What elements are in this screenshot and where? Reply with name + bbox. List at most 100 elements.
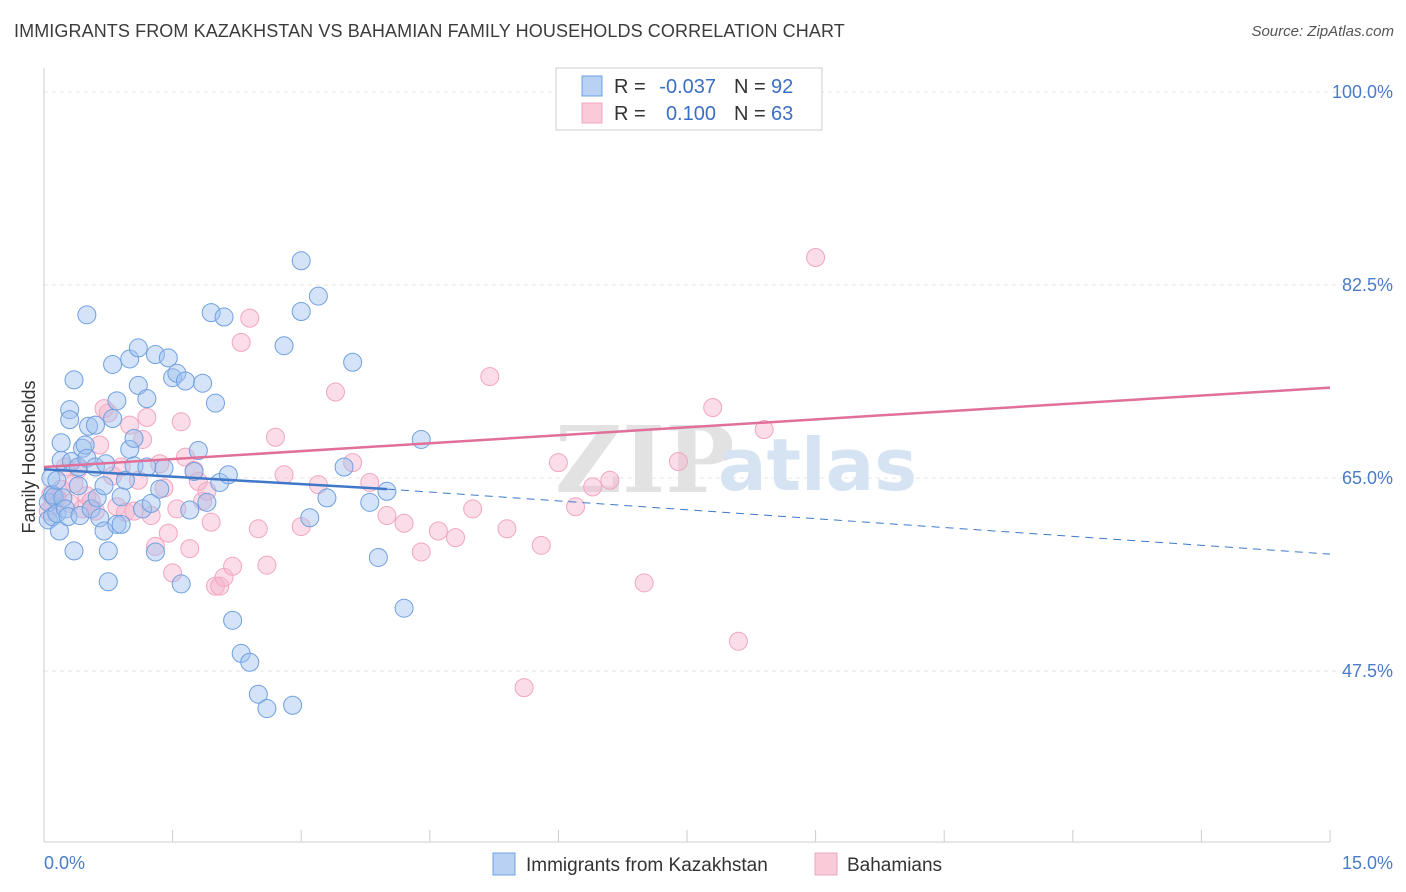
kazakhstan-point-56 bbox=[150, 479, 170, 499]
kazakhstan-point-77 bbox=[257, 699, 277, 719]
kazakhstan-point-40 bbox=[107, 514, 127, 534]
bahamians-point-47 bbox=[257, 555, 277, 575]
x-tick-label-min: 0.0% bbox=[44, 853, 85, 873]
kazakhstan-point-49 bbox=[128, 338, 148, 358]
bahamians-point-66 bbox=[566, 497, 586, 517]
bahamians-point-32 bbox=[171, 412, 191, 432]
y-tick-label-2: 65.0% bbox=[1342, 468, 1393, 488]
kazakhstan-point-48 bbox=[128, 375, 148, 395]
bahamians-point-53 bbox=[343, 453, 363, 473]
y-tick-label-1: 82.5% bbox=[1342, 275, 1393, 295]
trend-line-kazakhstan-extension bbox=[386, 488, 1331, 555]
kazakhstan-point-86 bbox=[343, 352, 363, 372]
kazakhstan-point-90 bbox=[394, 598, 414, 618]
bahamians-point-46 bbox=[248, 519, 268, 539]
trend-line-bahamians bbox=[43, 386, 1331, 469]
series-legend: Immigrants from Kazakhstan Bahamians bbox=[492, 852, 942, 876]
kazakhstan-point-55 bbox=[145, 345, 165, 365]
trend-line-kazakhstan bbox=[43, 467, 388, 491]
stats-n-value-kazakhstan: 92 bbox=[771, 76, 793, 98]
kazakhstan-point-84 bbox=[317, 488, 337, 508]
kazakhstan-point-30 bbox=[87, 488, 107, 508]
kazakhstan-point-71 bbox=[214, 307, 234, 327]
bahamians-point-45 bbox=[240, 308, 260, 328]
bahamians-point-59 bbox=[446, 528, 466, 548]
legend-swatch-bahamians bbox=[814, 852, 838, 876]
y-tick-labels: 100.0% 82.5% 65.0% 47.5% bbox=[1332, 82, 1393, 681]
kazakhstan-point-61 bbox=[171, 574, 191, 594]
bahamians-point-64 bbox=[531, 535, 551, 555]
bahamians-point-34 bbox=[180, 539, 200, 559]
kazakhstan-point-78 bbox=[274, 336, 294, 356]
kazakhstan-point-83 bbox=[308, 286, 328, 306]
chart-title: IMMIGRANTS FROM KAZAKHSTAN VS BAHAMIAN F… bbox=[14, 21, 845, 41]
kazakhstan-point-35 bbox=[98, 572, 118, 592]
stats-r-value-bahamians: 0.100 bbox=[666, 103, 716, 125]
bahamians-point-52 bbox=[325, 382, 345, 402]
y-axis-label: Family Households bbox=[19, 380, 39, 533]
kazakhstan-point-68 bbox=[201, 303, 221, 323]
kazakhstan-point-81 bbox=[291, 302, 311, 322]
bahamians-point-55 bbox=[377, 506, 397, 526]
kazakhstan-point-58 bbox=[158, 348, 178, 368]
kazakhstan-point-36 bbox=[98, 541, 118, 561]
kazakhstan-point-75 bbox=[240, 652, 260, 672]
kazakhstan-point-33 bbox=[94, 476, 114, 496]
stats-n-label-kazakhstan: N = bbox=[734, 76, 766, 98]
axes bbox=[43, 68, 1331, 843]
watermark: ZIP atlas bbox=[555, 406, 917, 514]
bahamians-point-44 bbox=[231, 332, 251, 352]
kazakhstan-point-67 bbox=[197, 492, 217, 512]
bahamians-point-57 bbox=[411, 542, 431, 562]
kazakhstan-point-7 bbox=[47, 470, 67, 490]
stats-r-label-kazakhstan: R = bbox=[614, 76, 646, 98]
kazakhstan-point-26 bbox=[79, 416, 99, 436]
kazakhstan-point-82 bbox=[300, 508, 320, 528]
kazakhstan-point-91 bbox=[411, 429, 431, 449]
x-tick-label-max: 15.0% bbox=[1342, 853, 1393, 873]
stats-r-label-bahamians: R = bbox=[614, 103, 646, 125]
stats-n-value-bahamians: 63 bbox=[771, 103, 793, 125]
bahamians-point-11 bbox=[81, 491, 101, 511]
kazakhstan-point-53 bbox=[141, 493, 161, 513]
bahamians-point-67 bbox=[583, 477, 603, 497]
kazakhstan-point-37 bbox=[103, 409, 123, 429]
kazakhstan-point-11 bbox=[53, 488, 73, 508]
kazakhstan-point-22 bbox=[73, 438, 93, 458]
grid-lines bbox=[44, 91, 1394, 672]
kazakhstan-point-18 bbox=[64, 541, 84, 561]
bahamians-point-26 bbox=[145, 536, 165, 556]
bahamians-point-74 bbox=[806, 247, 826, 267]
stats-legend: R = -0.037 N = 92 R = 0.100 N = 63 bbox=[555, 67, 823, 131]
kazakhstan-point-79 bbox=[283, 695, 303, 715]
legend-swatch-kazakhstan bbox=[492, 852, 516, 876]
legend-label-kazakhstan: Immigrants from Kazakhstan bbox=[526, 855, 768, 876]
bahamians-point-58 bbox=[428, 521, 448, 541]
y-tick-label-0: 100.0% bbox=[1332, 82, 1393, 102]
stats-legend-swatch-kazakhstan bbox=[581, 75, 603, 97]
bahamians-point-60 bbox=[463, 499, 483, 519]
kazakhstan-point-54 bbox=[145, 542, 165, 562]
watermark-atlas: atlas bbox=[718, 423, 917, 507]
kazakhstan-point-10 bbox=[51, 433, 71, 453]
bahamians-point-72 bbox=[728, 631, 748, 651]
kazakhstan-point-80 bbox=[291, 251, 311, 271]
kazakhstan-point-20 bbox=[68, 476, 88, 496]
kazakhstan-point-87 bbox=[360, 492, 380, 512]
kazakhstan-point-28 bbox=[85, 415, 105, 435]
bahamians-point-68 bbox=[600, 470, 620, 490]
y-tick-label-3: 47.5% bbox=[1342, 661, 1393, 681]
kazakhstan-point-42 bbox=[111, 487, 131, 507]
kazakhstan-point-73 bbox=[223, 610, 243, 630]
kazakhstan-point-38 bbox=[103, 354, 123, 374]
bahamians-point-70 bbox=[668, 452, 688, 472]
kazakhstan-point-85 bbox=[334, 457, 354, 477]
kazakhstan-point-21 bbox=[70, 506, 90, 526]
kazakhstan-point-39 bbox=[107, 391, 127, 411]
kazakhstan-point-8 bbox=[49, 521, 69, 541]
bahamians-point-73 bbox=[754, 420, 774, 440]
bahamians-point-41 bbox=[210, 576, 230, 596]
kazakhstan-point-41 bbox=[111, 514, 131, 534]
bahamians-point-62 bbox=[497, 519, 517, 539]
watermark-zip: ZIP bbox=[555, 406, 734, 514]
